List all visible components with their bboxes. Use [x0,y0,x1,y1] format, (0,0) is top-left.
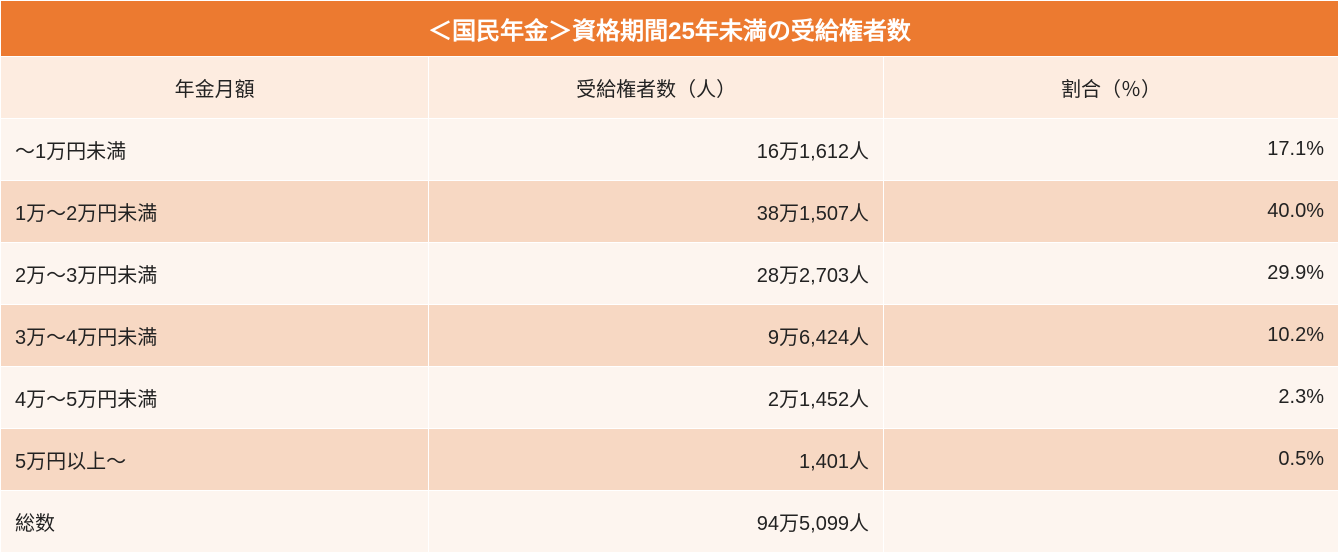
table-row: ～1万円未満 16万1,612人 17.1% [1,119,1339,181]
cell-count: 9万6,424人 [429,305,884,367]
table-row: 2万～3万円未満 28万2,703人 29.9% [1,243,1339,305]
col-header-label: 年金月額 [1,57,429,119]
table-row: 5万円以上～ 1,401人 0.5% [1,429,1339,491]
cell-label: 3万～4万円未満 [1,305,429,367]
cell-count: 94万5,099人 [429,491,884,553]
pension-table: ＜国民年金＞資格期間25年未満の受給権者数 年金月額 受給権者数（人） 割合（％… [0,0,1339,553]
cell-count: 16万1,612人 [429,119,884,181]
cell-pct: 2.3% [884,367,1339,429]
cell-pct: 29.9% [884,243,1339,305]
table-title: ＜国民年金＞資格期間25年未満の受給権者数 [1,1,1339,57]
table-header-row: 年金月額 受給権者数（人） 割合（％） [1,57,1339,119]
cell-pct [884,491,1339,553]
cell-pct: 0.5% [884,429,1339,491]
cell-count: 38万1,507人 [429,181,884,243]
cell-count: 2万1,452人 [429,367,884,429]
table-row: 1万～2万円未満 38万1,507人 40.0% [1,181,1339,243]
table-title-row: ＜国民年金＞資格期間25年未満の受給権者数 [1,1,1339,57]
cell-pct: 10.2% [884,305,1339,367]
col-header-count: 受給権者数（人） [429,57,884,119]
table-row-total: 総数 94万5,099人 [1,491,1339,553]
cell-label: 2万～3万円未満 [1,243,429,305]
cell-label: 1万～2万円未満 [1,181,429,243]
cell-count: 28万2,703人 [429,243,884,305]
cell-label: 総数 [1,491,429,553]
cell-label: 4万～5万円未満 [1,367,429,429]
cell-pct: 17.1% [884,119,1339,181]
col-header-pct: 割合（％） [884,57,1339,119]
cell-pct: 40.0% [884,181,1339,243]
cell-label: ～1万円未満 [1,119,429,181]
table-row: 4万～5万円未満 2万1,452人 2.3% [1,367,1339,429]
table-row: 3万～4万円未満 9万6,424人 10.2% [1,305,1339,367]
cell-count: 1,401人 [429,429,884,491]
cell-label: 5万円以上～ [1,429,429,491]
